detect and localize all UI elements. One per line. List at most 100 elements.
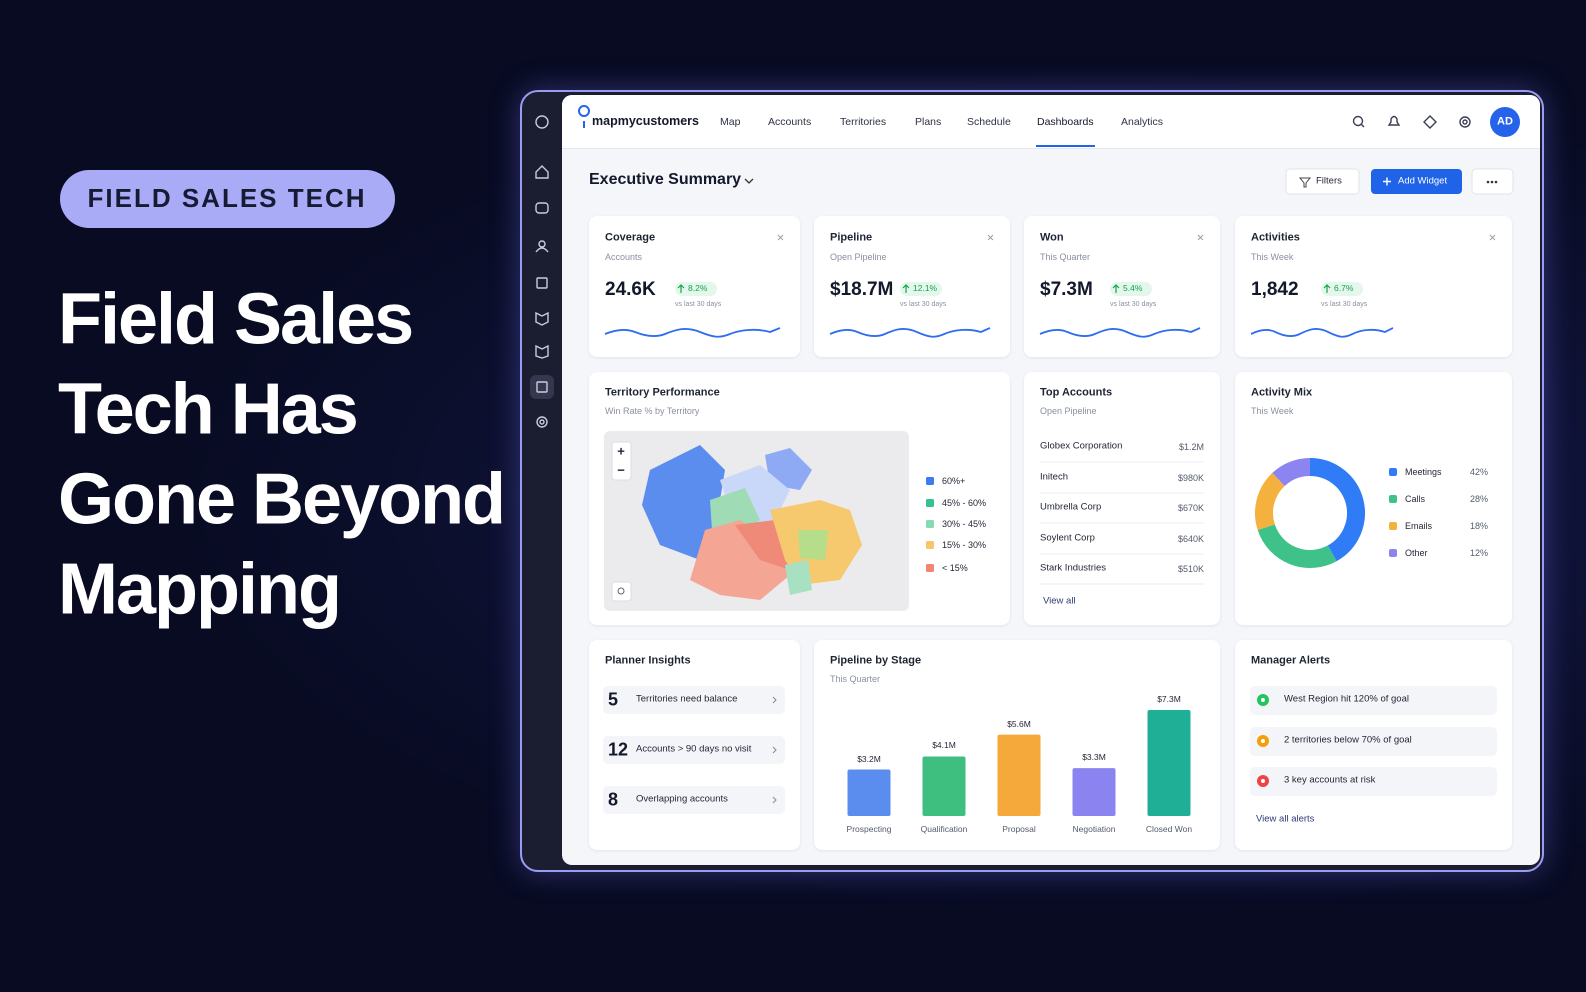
kpi-note: vs last 30 days [1321,300,1368,308]
legend-swatch [926,541,934,549]
bar-category-label: Closed Won [1145,824,1193,835]
legend-swatch [1389,549,1397,557]
kpi-up-arrow [1112,284,1120,293]
nav-active-underline [1036,145,1095,147]
card [1024,372,1220,625]
hero-tag-pill [60,170,395,228]
kpi-value: 1,842 [1251,279,1299,301]
planner-row [603,786,785,814]
hero-tag: FIELD SALES TECH [87,183,367,214]
kpi-change: 5.4% [1123,283,1143,294]
bar [1072,768,1116,816]
zoom-out[interactable]: − [617,462,625,478]
nav-item[interactable]: Map [720,115,741,128]
alert-icon-dot [1261,698,1265,702]
kpi-change: 6.7% [1334,283,1354,294]
kpi-subtitle: This Quarter [1040,251,1091,262]
kpi-up-arrow [902,284,910,293]
account-value: $640K [1177,533,1204,544]
card-title: Territory Performance [605,386,720,399]
view-all-link[interactable]: View all [1043,595,1076,607]
plus-icon [1383,177,1391,186]
kpi-title: Won [1040,231,1064,244]
kpi-sparkline [604,327,781,338]
filter-icon [1298,177,1312,188]
nav-item[interactable]: Accounts [768,115,812,128]
card-subtitle: This Quarter [830,673,881,684]
nav-item[interactable]: Dashboards [1037,115,1094,128]
kpi-up-arrow [1323,284,1331,293]
more-dots [1486,180,1498,184]
kpi-sparkline [1250,327,1394,338]
legend-value: 28% [1469,493,1488,504]
account-value: $1.2M [1178,441,1204,452]
legend-label: 30% - 45% [942,518,987,529]
filters-button[interactable] [1285,168,1360,195]
alert-row [1250,686,1497,715]
alert-row [1250,727,1497,756]
card-subtitle: Open Pipeline [1040,405,1097,416]
planner-count: 5 [608,689,619,710]
bar [847,769,891,816]
legend-label: 60%+ [942,475,966,486]
zoom-control[interactable] [611,441,632,481]
kpi-title: Activities [1251,231,1300,244]
kpi-badge [900,282,942,296]
legend-swatch [926,477,934,485]
sidebar-icons [530,115,554,428]
legend-value: 42% [1469,466,1488,477]
chevron [772,796,777,804]
kpi-subtitle: This Week [1251,251,1294,262]
add-widget-label[interactable]: Add Widget [1398,175,1448,187]
kpi-sparkline [829,327,991,338]
filters-label[interactable]: Filters [1316,175,1342,187]
planner-text: Overlapping accounts [636,793,728,805]
kpi-close [1197,234,1204,241]
bar-value-label: $7.3M [1157,694,1181,705]
kpi-close [777,234,784,241]
view-all-alerts-link[interactable]: View all alerts [1256,813,1315,825]
legend-label: 45% - 60% [942,497,987,508]
alert-row [1250,767,1497,796]
chevron [772,746,777,754]
legend-swatch [1389,495,1397,503]
zoom-in[interactable]: + [617,443,625,459]
account-value: $980K [1177,472,1204,483]
nav-item[interactable]: Territories [840,115,887,128]
planner-text: Accounts > 90 days no visit [636,743,752,755]
kpi-badge [675,282,717,296]
kpi-change: 8.2% [688,283,708,294]
kpi-title: Pipeline [830,231,873,244]
territory-map [604,431,909,611]
account-name: Globex Corporation [1040,440,1123,452]
nav-item[interactable]: Plans [915,115,942,128]
nav-item[interactable]: Analytics [1121,115,1164,128]
donut-segment [1255,472,1285,530]
account-name: Umbrella Corp [1040,501,1102,513]
kpi-note: vs last 30 days [900,300,947,308]
kpi-close [1489,234,1496,241]
planner-text: Territories need balance [636,693,738,705]
card [1235,372,1512,625]
kpi-note: vs last 30 days [1110,300,1157,308]
nav-item[interactable]: Schedule [967,115,1011,128]
bar-category-label: Negotiation [1072,824,1116,835]
headline-line: Mapping [58,549,342,630]
bar-category-label: Proposal [1002,824,1036,835]
avatar-initials: AD [1497,115,1513,128]
account-value: $510K [1177,563,1204,574]
account-value: $670K [1177,502,1204,513]
legend-swatch [1389,522,1397,530]
card-title: Activity Mix [1251,386,1313,399]
bar-category-label: Qualification [920,824,968,835]
planner-count: 8 [608,789,619,810]
card-subtitle: This Week [1251,405,1294,416]
add-widget-button[interactable] [1371,169,1462,194]
page-title: Executive Summary [589,170,742,188]
kpi-subtitle: Open Pipeline [830,251,887,262]
bar-value-label: $3.3M [1082,752,1106,763]
kpi-close [987,234,994,241]
locate-control[interactable] [611,581,632,602]
legend-swatch [926,564,934,572]
